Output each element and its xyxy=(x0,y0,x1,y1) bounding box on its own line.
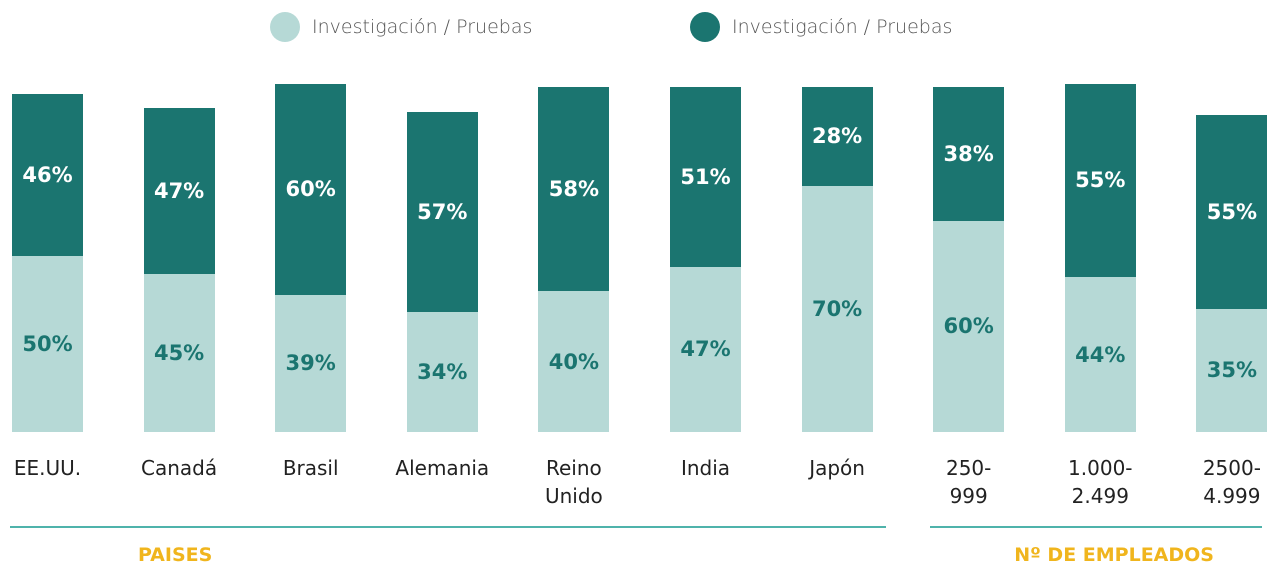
legend-label: Investigación / Pruebas xyxy=(312,16,533,38)
x-tick-label: Reino Unido xyxy=(544,456,603,508)
data-label: 70% xyxy=(811,296,863,321)
legend-label: Investigación / Pruebas xyxy=(732,16,953,38)
bar-segment xyxy=(538,87,610,292)
bar-segment xyxy=(406,312,478,432)
bar-segment xyxy=(933,220,1005,432)
group-line xyxy=(930,526,1262,528)
data-label: 57% xyxy=(417,200,468,224)
x-tick-label: Canadá xyxy=(141,456,218,480)
x-tick-label: EE.UU. xyxy=(13,456,82,480)
bar-segment xyxy=(933,87,1005,221)
data-label: 45% xyxy=(153,340,205,365)
bar-segment xyxy=(670,266,741,432)
x-tick-label: 1.000-2.499 xyxy=(1068,456,1133,508)
legend-marker xyxy=(270,12,300,42)
group-line xyxy=(10,526,886,528)
bar-segment xyxy=(1196,308,1268,432)
x-tick-label-wrap: India xyxy=(640,454,771,482)
group-label: Nº DE EMPLEADOS xyxy=(1014,544,1214,566)
bar-segment xyxy=(143,273,215,432)
x-tick-label-wrap: Brasil xyxy=(245,454,376,482)
bar-segment xyxy=(801,185,873,432)
x-tick-label: Japón xyxy=(809,456,865,480)
x-tick-label-wrap: 1.000-2.499 xyxy=(1035,454,1166,510)
x-tick-label-wrap: 250-999 xyxy=(903,454,1034,510)
x-tick-label: 250-999 xyxy=(945,456,992,508)
legend-marker xyxy=(690,12,720,42)
data-label: 44% xyxy=(1075,342,1126,367)
data-label: 58% xyxy=(548,177,600,202)
data-label: 60% xyxy=(943,314,994,339)
data-label: 47% xyxy=(680,337,731,362)
bar-segment xyxy=(1064,277,1136,432)
x-tick-label: Alemania xyxy=(395,456,490,480)
data-label: 35% xyxy=(1206,358,1258,383)
x-tick-label-wrap: 2500-4.999 xyxy=(1166,454,1269,510)
x-tick-label-wrap: Canadá xyxy=(114,454,245,482)
data-label: 46% xyxy=(22,163,73,188)
group-label: PAISES xyxy=(138,544,213,566)
data-label: 60% xyxy=(285,177,336,202)
bar-segment xyxy=(1064,83,1136,278)
data-label: 50% xyxy=(22,332,73,356)
bar-segment xyxy=(143,108,215,274)
data-label: 28% xyxy=(811,124,863,149)
bar-segment xyxy=(538,291,610,432)
x-tick-label: India xyxy=(680,456,731,480)
x-tick-label-wrap: Reino Unido xyxy=(508,454,639,510)
bar-segment xyxy=(275,294,347,432)
data-label: 47% xyxy=(153,178,205,203)
bar-segment xyxy=(801,87,873,186)
data-label: 38% xyxy=(943,141,994,166)
data-label: 40% xyxy=(548,349,600,374)
data-label: 39% xyxy=(285,351,336,376)
bar-segment xyxy=(670,87,741,267)
bar-segment xyxy=(12,256,83,432)
data-label: 55% xyxy=(1075,168,1126,193)
bar-segment xyxy=(12,94,83,256)
x-tick-label-wrap: EE.UU. xyxy=(0,454,113,482)
data-label: 34% xyxy=(417,360,468,385)
data-label: 51% xyxy=(680,164,731,189)
x-tick-label: Brasil xyxy=(282,456,339,480)
bar-segment xyxy=(275,83,347,295)
x-tick-label-wrap: Alemania xyxy=(377,454,508,482)
x-tick-label-wrap: Japón xyxy=(772,454,903,482)
data-label: 55% xyxy=(1206,200,1258,224)
bar-segment xyxy=(406,111,478,313)
x-tick-label: 2500-4.999 xyxy=(1202,456,1261,508)
bar-segment xyxy=(1196,115,1268,309)
